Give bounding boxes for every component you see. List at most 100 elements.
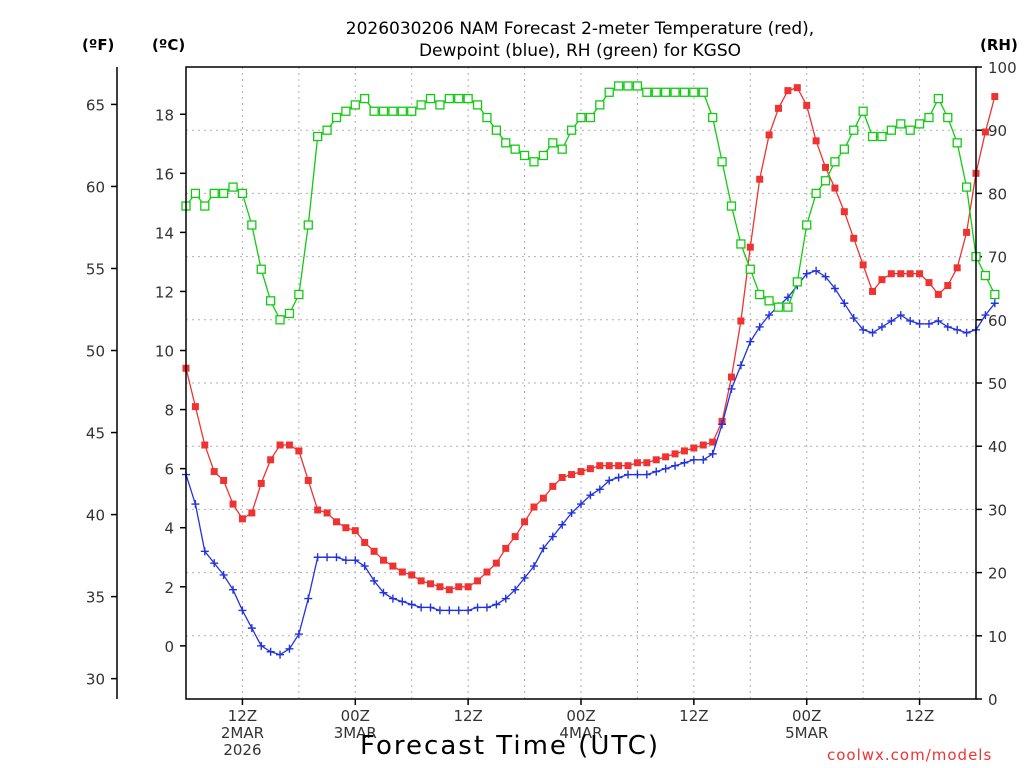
- plot-frame: [185, 66, 977, 700]
- rh-point: [585, 112, 596, 123]
- rh-point: [482, 112, 492, 123]
- fahrenheit-tick-label: 45: [86, 425, 105, 443]
- temperature-point: [699, 441, 707, 449]
- rh-point: [313, 131, 323, 142]
- temperature-point: [869, 287, 877, 295]
- fahrenheit-tick-label: 35: [86, 589, 105, 607]
- dewpoint-point: [426, 603, 435, 612]
- temperature-point: [436, 583, 444, 591]
- dewpoint-point: [953, 325, 962, 334]
- temperature-point: [238, 515, 246, 523]
- temperature-point: [963, 228, 971, 236]
- rh-point: [830, 157, 840, 167]
- rh-point: [886, 125, 897, 135]
- rh-tick-label: 20: [988, 565, 1007, 583]
- temperature-point: [314, 506, 322, 514]
- rh-point: [576, 112, 586, 123]
- dewpoint-point: [746, 337, 755, 346]
- dewpoint-point: [200, 547, 209, 556]
- rh-point: [294, 289, 304, 300]
- rh-point: [265, 296, 276, 306]
- celsius-tick-label: 0: [164, 638, 174, 656]
- dewpoint-point: [887, 316, 896, 325]
- temperature-point: [981, 128, 989, 136]
- rh-point: [425, 93, 436, 104]
- rh-point: [360, 93, 370, 104]
- rh-point: [284, 308, 295, 319]
- temperature-point: [803, 101, 811, 109]
- rh-point: [726, 201, 737, 211]
- rh-point: [679, 87, 690, 97]
- dewpoint-point: [595, 485, 604, 494]
- temperature-point: [276, 441, 284, 449]
- temperature-line: [185, 86, 996, 591]
- dewpoint-point: [501, 594, 510, 603]
- celsius-unit-label: (ºC): [152, 36, 186, 54]
- source-credit: coolwx.com/models: [827, 746, 993, 764]
- rh-point: [510, 144, 520, 154]
- temperature-point: [455, 583, 463, 591]
- rh-point: [200, 201, 210, 211]
- dewpoint-point: [962, 328, 971, 337]
- celsius-tick-label: 4: [164, 520, 174, 538]
- rh-point: [877, 131, 887, 142]
- rh-point: [943, 112, 953, 123]
- temperature-point: [765, 131, 773, 139]
- dewpoint-point: [548, 532, 557, 541]
- dewpoint-point: [247, 624, 256, 633]
- rh-point: [698, 87, 708, 97]
- temperature-point: [530, 503, 538, 511]
- dewpoint-point: [755, 322, 764, 331]
- dewpoint-point: [661, 464, 670, 473]
- temperature-point: [859, 261, 867, 269]
- temperature-point: [558, 474, 566, 482]
- dewpoint-point: [577, 500, 585, 509]
- rh-tick-label: 60: [988, 312, 1007, 330]
- temperature-point: [483, 568, 491, 576]
- x-tick-label: 12Z: [453, 707, 482, 725]
- rh-point: [595, 100, 605, 110]
- dewpoint-line: [185, 270, 996, 656]
- rh-point: [670, 87, 680, 97]
- rh-point: [914, 119, 925, 129]
- temperature-point: [220, 476, 228, 484]
- rh-point: [237, 188, 248, 199]
- dewpoint-point: [558, 520, 567, 529]
- rh-point: [463, 93, 473, 104]
- temperature-point: [615, 462, 623, 470]
- rh-point: [303, 220, 313, 230]
- temperature-point: [887, 270, 895, 278]
- dewpoint-point: [680, 458, 689, 467]
- temperature-point: [210, 468, 218, 476]
- celsius-tick-label: 12: [155, 283, 174, 301]
- dewpoint-point: [482, 603, 491, 612]
- dewpoint-point: [727, 384, 736, 393]
- x-tick-label: 12Z: [905, 707, 934, 725]
- dewpoint-point: [624, 470, 633, 479]
- rh-point: [613, 81, 624, 91]
- rh-point: [472, 100, 483, 110]
- temperature-point: [389, 562, 397, 570]
- series-layer: [181, 81, 1000, 659]
- dewpoint-point: [915, 319, 924, 328]
- dewpoint-point: [708, 449, 717, 458]
- dewpoint-point: [285, 644, 294, 653]
- temperature-point: [380, 556, 387, 564]
- dewpoint-point: [229, 585, 238, 594]
- rh-tick-label: 40: [988, 438, 1007, 456]
- temperature-point: [746, 243, 754, 251]
- rh-point: [604, 87, 614, 97]
- dewpoint-point: [840, 299, 849, 308]
- dewpoint-point: [990, 299, 999, 308]
- dewpoint-point: [341, 556, 350, 565]
- dewpoint-point: [238, 606, 247, 615]
- temperature-point: [690, 444, 698, 452]
- dewpoint-point: [313, 553, 322, 562]
- temperature-point: [201, 441, 209, 449]
- dewpoint-point: [812, 266, 821, 275]
- rh-point: [557, 144, 567, 154]
- dewpoint-point: [642, 470, 651, 479]
- rh-tick-label: 50: [988, 375, 1007, 393]
- temperature-point: [822, 163, 830, 171]
